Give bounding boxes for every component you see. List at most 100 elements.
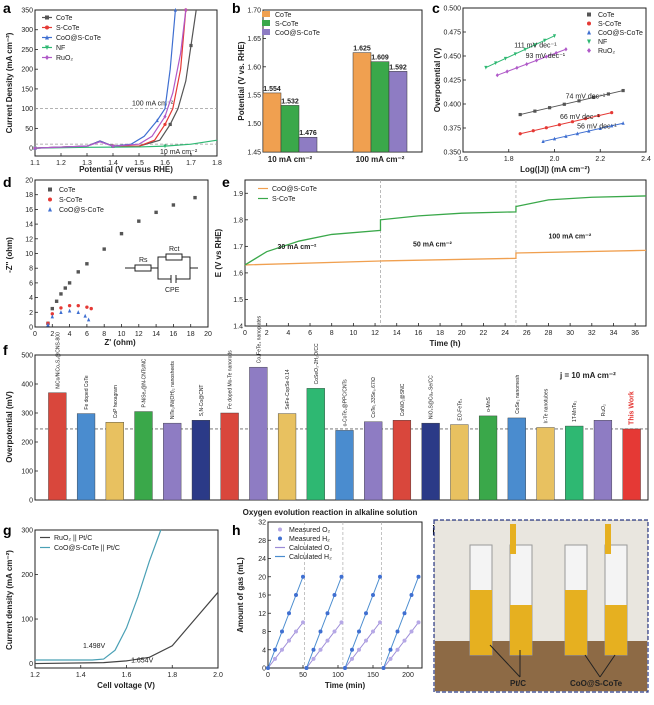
panel-f-bar [364,421,383,501]
panel-h-h2-point [301,574,305,579]
panel-d-point [67,308,72,313]
panel-c-xtick-label: 2.4 [641,156,651,163]
panel-c-point [484,65,488,70]
panel-a-ytick-label: 250 [21,47,33,54]
circuit-wire [157,268,171,280]
circuit-wire [182,256,198,269]
panel-f-category-label: RuO₂ [601,404,607,416]
panel-c-slope-label: 74 mV dec⁻¹ [566,94,606,101]
panel-f-bar [76,413,96,501]
panel-b-legend-label: CoTe [275,12,291,19]
panel-f-bar [593,420,613,501]
panel-h-h2-point [280,629,284,634]
panel-a-legend-marker [45,45,49,50]
panel-c-point [610,111,614,115]
panel-h-xtick-label: 50 [299,672,307,679]
panel-f-ytick-label: 300 [21,411,33,418]
panel-h-h2-point [343,666,347,670]
panel-c-fit-line [542,122,624,142]
panel-c-point [494,61,498,66]
panel-e-ytick-label: 1.5 [233,297,243,304]
panel-h-h2-point [350,647,354,652]
panel-h-o2-point [371,629,375,634]
panel-d-point [86,317,91,322]
panel-b-category-label: 10 mA cm⁻² [268,155,313,164]
panel-b-legend-swatch [262,11,270,17]
panel-d-ytick-label: 14 [25,222,33,229]
panel-e-xtick-label: 16 [415,330,423,337]
panel-d-ytick-label: 12 [25,236,33,243]
panel-f-bar [277,413,297,501]
panel-a-frame [34,9,218,157]
panel-h-o2-point [301,620,305,625]
panel-h-calc-o2 [344,622,381,669]
panel-d-point [171,203,176,207]
panel-h-o2-point [318,647,323,652]
panel-a-ylabel: Current Density (mA cm⁻²) [5,32,14,133]
photo-liquid [510,605,532,655]
panel-d-point [76,310,80,314]
panel-f-category-label: Co₂FeTe₄ nanoplates [256,315,262,363]
panel-h-ytick-label: 28 [258,538,266,545]
panel-a-point [184,7,188,13]
panel-f-category-label: NiTe₂/Ni(OH)₂ nanosheets [170,361,176,420]
photo-tube [510,524,516,554]
panel-g-legend-label: CoO@S-CoTe || Pt/C [54,545,120,552]
panel-e-xtick-label: 28 [545,330,553,337]
panel-c-point [518,112,522,117]
panel-f-bar [220,412,239,501]
panel-e-xtick-label: 32 [588,330,596,337]
panel-a-xtick-label: 1.3 [82,160,92,167]
panel-f-category-label: o-MnS [486,397,492,412]
panel-c-point [531,129,535,133]
panel-f-bar [48,392,67,501]
panel-e-xtick-label: 10 [349,330,357,337]
panel-c-legend-marker [587,30,591,35]
panel-d-legend-marker [48,207,52,212]
panel-d-point [67,281,72,285]
panel-d-xtick-label: 4 [68,331,72,338]
panel-c-point [621,88,625,93]
panel-h-h2-point [364,611,368,616]
panel-h-h2-point [378,574,382,579]
panel-c-ytick-label: 0.500 [443,6,461,13]
panel-b-legend-swatch [262,29,270,35]
panel-b-bar [262,92,282,153]
panel-c-fit-line [520,112,612,135]
panel-e-annotation-30: 30 mA cm⁻² [278,244,318,251]
panel-c-ytick-label: 0.425 [443,78,461,85]
panel-f-bar [565,425,584,501]
panel-b-value-label: 1.625 [353,46,371,53]
panel-h-o2-point [357,647,361,652]
panel-d-point [46,322,50,327]
circuit-rct [165,253,183,261]
panel-d-legend-label: CoTe [59,187,75,194]
panel-a-series-NF [34,139,218,149]
panel-a-point [33,146,37,151]
panel-c-fit-line [520,90,624,116]
panel-b-value-label: 1.476 [299,130,317,137]
panel-c-point [505,69,509,74]
panel-d-ytick-label: 0 [29,325,33,332]
panel-d-point [137,219,141,223]
photo-pointer [584,654,601,678]
panel-b-legend-swatch [262,20,270,26]
panel-h-o2-point [332,629,337,634]
panel-b-value-label: 1.592 [389,64,407,71]
panel-h-h2-point [409,593,414,597]
panel-f-ytick-label: 0 [29,498,33,505]
panel-c-point [597,114,601,118]
panel-e-xtick-label: 8 [330,330,334,337]
panel-c-point [564,47,568,52]
panel-g-xtick-label: 1.8 [167,672,177,679]
panel-c-ylabel: Overpotential (V) [433,47,442,112]
panel-h-h2-point [311,647,316,652]
panel-e-xtick-label: 0 [243,330,247,337]
panel-h-xtick-label: 200 [402,672,414,679]
panel-e-xtick-label: 18 [436,330,444,337]
panel-d-xtick-label: 8 [102,331,106,338]
panel-f-category-label: This Work [629,391,636,425]
panel-e-xtick-label: 6 [308,330,312,337]
panel-d-point [193,195,197,200]
photo-liquid [470,590,492,655]
